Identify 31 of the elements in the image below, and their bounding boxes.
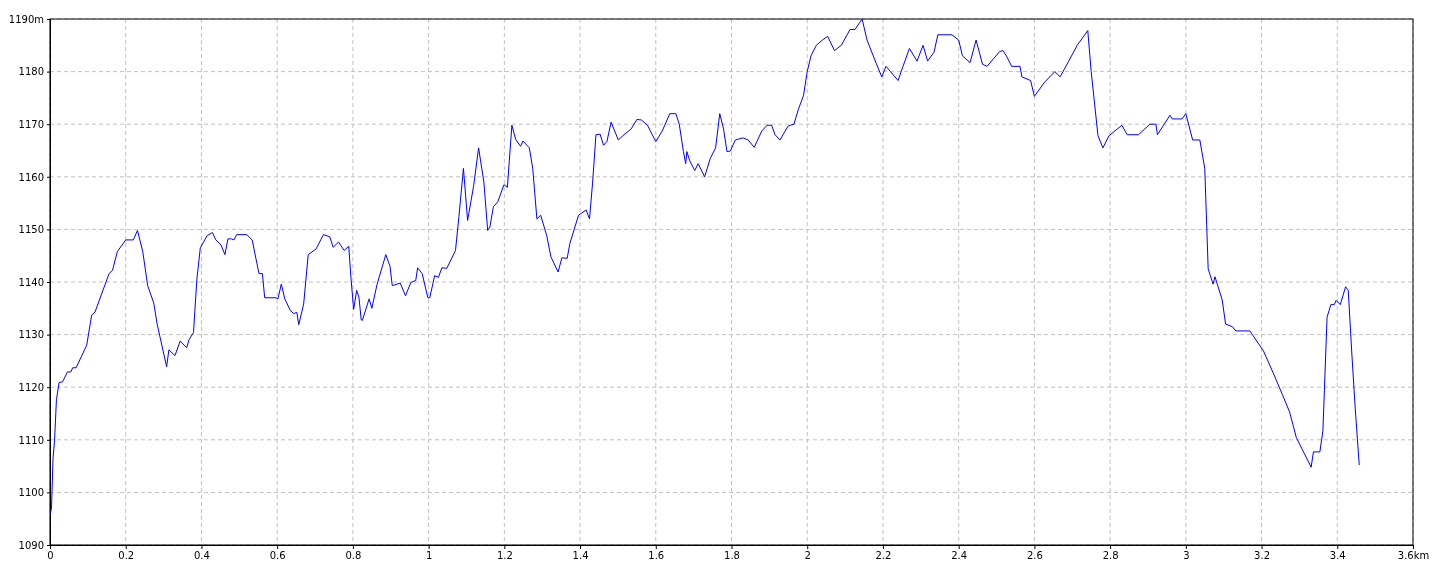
x-tick-label: 3.6km	[1397, 550, 1430, 562]
x-tick-label: 2.4	[951, 550, 968, 562]
x-tick-label: 2.6	[1026, 550, 1043, 562]
x-tick-label: 1.4	[572, 550, 589, 562]
y-tick-label: 1100	[18, 487, 44, 499]
y-tick-label: 1160	[18, 171, 44, 183]
x-tick-label: 0	[47, 550, 54, 562]
x-tick-label: 1	[425, 550, 433, 562]
x-tick-label: 0.2	[118, 550, 135, 562]
x-tick-label: 3.4	[1329, 550, 1346, 562]
x-tick-label: 3	[1183, 550, 1190, 562]
y-tick-label: 1130	[18, 329, 44, 341]
x-tick-label: 1.2	[496, 550, 513, 562]
x-tick-label: 1.8	[724, 550, 740, 562]
y-tick-label: 1110	[18, 434, 44, 446]
x-tick-label: 2.2	[875, 550, 892, 562]
x-tick-label: 3.2	[1254, 550, 1271, 562]
x-tick-label: 1.6	[648, 550, 665, 562]
x-tick-label: 0.8	[345, 550, 362, 562]
y-tick-label: 1120	[18, 381, 44, 393]
x-tick-label: 2	[804, 550, 811, 562]
line-series	[49, 18, 1360, 514]
y-tick-label: 1150	[18, 224, 44, 236]
y-tick-label: 1180	[18, 66, 44, 78]
y-tick-label: 1140	[18, 276, 44, 288]
x-tick-label: 0.4	[193, 550, 210, 562]
x-tick-label: 0.6	[269, 550, 286, 562]
x-tick-label: 2.8	[1102, 550, 1119, 562]
y-tick-label: 1170	[18, 118, 44, 130]
y-tick-label: 1190m	[8, 13, 44, 25]
y-tick-label: 1090	[18, 539, 44, 551]
